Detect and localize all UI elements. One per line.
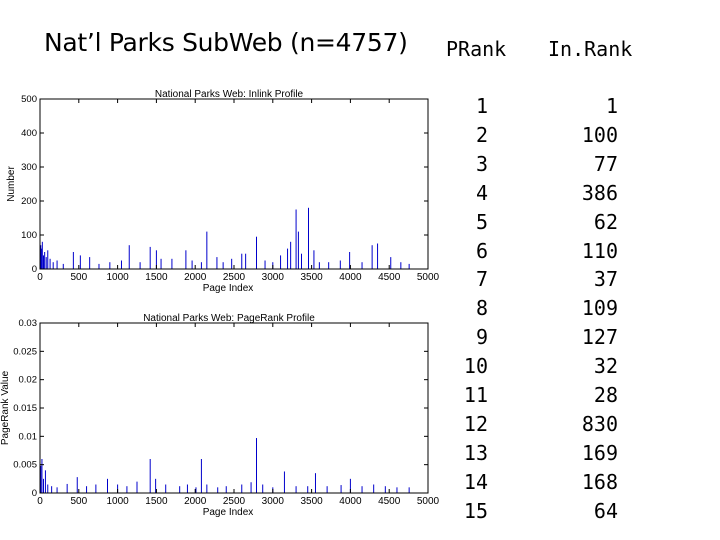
inrank-value: 100 (581, 122, 618, 147)
inrank-value: 32 (593, 354, 618, 379)
x-axis-label: Page Index (203, 283, 254, 294)
x-tick-label: 2500 (223, 496, 246, 507)
prank-value: 13 (463, 440, 488, 465)
prank-value: 2 (475, 122, 488, 147)
inrank-value: 109 (581, 296, 618, 321)
x-tick-label: 3500 (300, 496, 323, 507)
plot-frame (39, 98, 429, 270)
prank-column-header: PRank (446, 37, 507, 61)
y-tick-label: 300 (21, 162, 37, 173)
y-tick-label: 0 (32, 264, 37, 275)
x-tick-label: 500 (70, 272, 87, 283)
prank-value: 6 (475, 238, 488, 263)
prank-value: 12 (463, 411, 488, 436)
prank-value: 9 (475, 325, 488, 350)
x-tick-label: 3500 (300, 272, 323, 283)
x-tick-label: 500 (70, 496, 87, 507)
plot-frame (39, 322, 429, 494)
prank-value: 7 (475, 267, 488, 292)
inrank-value: 110 (581, 238, 618, 263)
prank-value: 5 (475, 209, 488, 234)
y-tick-label: 0.03 (19, 318, 38, 329)
prank-value: 10 (463, 354, 488, 379)
inrank-value: 64 (593, 498, 618, 523)
slide-title: Nat’l Parks SubWeb (n=4757) (44, 28, 408, 57)
x-tick-label: 2500 (223, 272, 246, 283)
inrank-value: 169 (581, 440, 618, 465)
prank-value: 8 (475, 296, 488, 321)
y-axis-label: Number (6, 166, 17, 202)
x-tick-label: 0 (37, 272, 43, 283)
inlink-profile-chart: National Parks Web: Inlink Profile 0 500 10… (6, 89, 440, 294)
x-tick-label: 4000 (339, 496, 362, 507)
inrank-column: 1 100 77 386 62 110 37 109 127 32 28 830 169 168 64 (560, 92, 618, 526)
x-tick-label: 5000 (417, 496, 440, 507)
x-tick-label: 2000 (184, 496, 207, 507)
x-tick-label: 1500 (145, 272, 168, 283)
y-axis-label: PageRank Value (0, 370, 11, 445)
x-tick-label: 4500 (378, 496, 401, 507)
y-tick-label: 100 (21, 230, 37, 241)
prank-value: 15 (463, 498, 488, 523)
x-tick-label: 3000 (262, 496, 285, 507)
x-tick-label: 3000 (262, 272, 285, 283)
prank-value: 4 (475, 180, 488, 205)
inrank-value: 62 (593, 209, 618, 234)
prank-value: 1 (475, 94, 488, 118)
prank-column: 1 2 3 4 5 6 7 8 9 10 11 12 13 14 15 (430, 92, 488, 526)
inrank-value: 830 (581, 411, 618, 436)
prank-value: 14 (463, 469, 488, 494)
y-tick-label: 0.01 (19, 431, 38, 442)
x-tick-label: 2000 (184, 272, 207, 283)
inrank-column-header: In.Rank (548, 37, 633, 61)
y-tick-label: 0.005 (13, 460, 37, 471)
chart-title: National Parks Web: PageRank Profile (143, 313, 315, 324)
x-tick-label: 4000 (339, 272, 362, 283)
inrank-value: 168 (581, 469, 618, 494)
x-tick-label: 1500 (145, 496, 168, 507)
chart-title: National Parks Web: Inlink Profile (155, 89, 304, 100)
pagerank-profile-chart: National Parks Web: PageRank Profile 0 500… (0, 313, 440, 518)
y-tick-label: 0 (32, 488, 37, 499)
y-tick-label: 500 (21, 94, 37, 105)
inrank-value: 1 (605, 94, 618, 118)
x-tick-label: 5000 (417, 272, 440, 283)
x-tick-label: 1000 (106, 496, 129, 507)
y-tick-label: 0.015 (13, 403, 37, 414)
y-tick-label: 200 (21, 196, 37, 207)
inrank-value: 127 (581, 325, 618, 350)
y-tick-label: 0.02 (19, 375, 38, 386)
x-tick-label: 0 (37, 496, 43, 507)
x-tick-label: 1000 (106, 272, 129, 283)
inrank-value: 28 (593, 383, 618, 408)
y-tick-label: 400 (21, 128, 37, 139)
prank-value: 11 (463, 383, 488, 408)
x-tick-label: 4500 (378, 272, 401, 283)
inrank-value: 386 (581, 180, 618, 205)
inrank-value: 37 (593, 267, 618, 292)
y-tick-label: 0.025 (13, 346, 37, 357)
x-axis-label: Page Index (203, 507, 254, 518)
inrank-value: 77 (593, 151, 618, 176)
prank-value: 3 (475, 151, 488, 176)
